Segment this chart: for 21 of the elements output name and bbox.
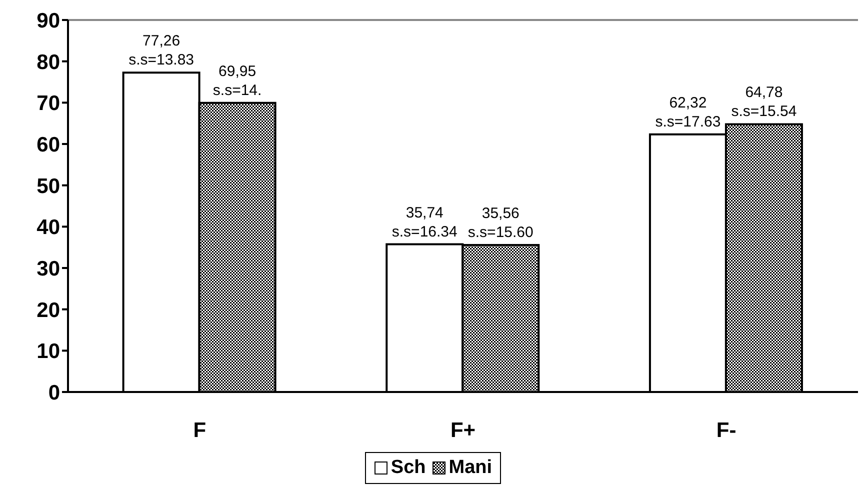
y-tick-label: 80 [36,50,60,74]
y-tick-label: 90 [36,9,60,32]
x-tick-label: F [193,418,206,442]
data-label: 62,32 s.s=17.63 [655,94,721,130]
y-tick-label: 20 [36,298,60,322]
y-tick-label: 30 [36,257,60,280]
y-tick-label: 70 [36,92,60,116]
data-label: 35,56 s.s=15.60 [468,205,534,242]
data-label: 77,26 s.s=13.83 [128,32,194,69]
y-tick-label: 40 [36,216,60,240]
y-tick-label: 10 [36,340,60,364]
x-tick-label: F- [716,418,736,442]
data-label: 69,95 s.s=14. [212,62,262,99]
data-label: 35,74 s.s=16.34 [392,204,458,240]
legend-label: Sch [390,457,426,479]
y-tick-label: 50 [36,174,60,198]
y-tick-label: 0 [48,381,60,404]
data-label: 64,78 s.s=15.54 [731,84,797,120]
y-tick-label: 60 [36,133,60,156]
legend-label: Mani [448,457,492,479]
x-tick-label: F+ [450,418,476,442]
